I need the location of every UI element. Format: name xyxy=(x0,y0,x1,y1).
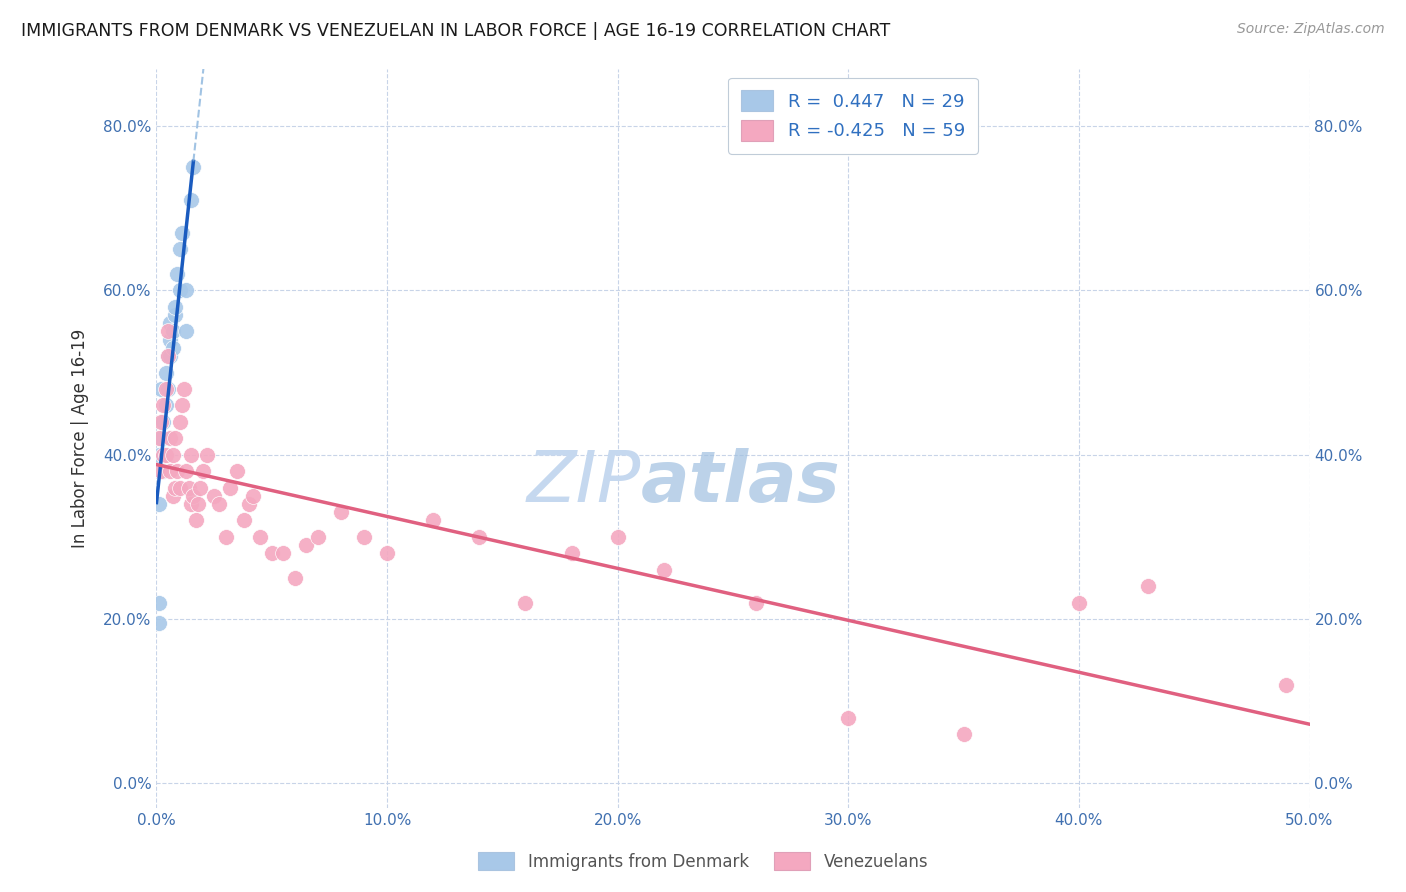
Point xyxy=(468,530,491,544)
Point xyxy=(191,464,214,478)
Point xyxy=(330,505,353,519)
Point xyxy=(1275,678,1298,692)
Point xyxy=(183,489,205,503)
Point xyxy=(515,596,537,610)
Text: Source: ZipAtlas.com: Source: ZipAtlas.com xyxy=(1237,22,1385,37)
Legend: R =  0.447   N = 29, R = -0.425   N = 59: R = 0.447 N = 29, R = -0.425 N = 59 xyxy=(728,78,977,153)
Point xyxy=(180,193,202,207)
Point xyxy=(159,349,181,363)
Point xyxy=(162,341,184,355)
Point xyxy=(169,284,191,298)
Point xyxy=(148,616,170,631)
Point xyxy=(157,349,180,363)
Point xyxy=(159,316,181,330)
Point xyxy=(180,448,202,462)
Point xyxy=(233,513,256,527)
Text: IMMIGRANTS FROM DENMARK VS VENEZUELAN IN LABOR FORCE | AGE 16-19 CORRELATION CHA: IMMIGRANTS FROM DENMARK VS VENEZUELAN IN… xyxy=(21,22,890,40)
Point xyxy=(159,333,181,347)
Point xyxy=(202,489,225,503)
Text: ZIP: ZIP xyxy=(526,448,641,517)
Point xyxy=(169,242,191,256)
Point xyxy=(150,382,173,396)
Point xyxy=(163,481,186,495)
Point xyxy=(148,431,170,445)
Point xyxy=(162,448,184,462)
Point xyxy=(195,448,218,462)
Point xyxy=(208,497,231,511)
Point xyxy=(166,464,188,478)
Point xyxy=(152,431,174,445)
Legend: Immigrants from Denmark, Venezuelans: Immigrants from Denmark, Venezuelans xyxy=(470,844,936,880)
Point xyxy=(159,431,181,445)
Point xyxy=(188,481,211,495)
Point xyxy=(561,546,583,560)
Point xyxy=(148,497,170,511)
Point xyxy=(652,563,675,577)
Point xyxy=(260,546,283,560)
Point xyxy=(159,464,181,478)
Point xyxy=(952,727,974,741)
Point xyxy=(150,431,173,445)
Point xyxy=(163,308,186,322)
Point xyxy=(353,530,375,544)
Text: atlas: atlas xyxy=(641,448,841,517)
Point xyxy=(150,415,173,429)
Point xyxy=(177,481,200,495)
Point xyxy=(170,226,193,240)
Point xyxy=(180,497,202,511)
Point xyxy=(163,300,186,314)
Point xyxy=(176,464,198,478)
Point xyxy=(155,399,177,413)
Point xyxy=(162,489,184,503)
Point xyxy=(152,464,174,478)
Point xyxy=(157,325,180,339)
Point xyxy=(187,497,209,511)
Point xyxy=(219,481,242,495)
Point xyxy=(170,399,193,413)
Point xyxy=(307,530,329,544)
Point xyxy=(215,530,238,544)
Point xyxy=(150,464,173,478)
Point xyxy=(242,489,264,503)
Point xyxy=(169,481,191,495)
Point xyxy=(155,448,177,462)
Y-axis label: In Labor Force | Age 16-19: In Labor Force | Age 16-19 xyxy=(72,328,89,548)
Point xyxy=(148,448,170,462)
Point xyxy=(173,382,195,396)
Point xyxy=(184,513,207,527)
Point xyxy=(183,160,205,174)
Point xyxy=(295,538,318,552)
Point xyxy=(157,382,180,396)
Point xyxy=(166,267,188,281)
Point xyxy=(422,513,444,527)
Point xyxy=(238,497,260,511)
Point xyxy=(1067,596,1090,610)
Point xyxy=(150,464,173,478)
Point xyxy=(162,325,184,339)
Point xyxy=(152,399,174,413)
Point xyxy=(284,571,307,585)
Point xyxy=(226,464,249,478)
Point xyxy=(155,366,177,380)
Point xyxy=(148,596,170,610)
Point xyxy=(606,530,628,544)
Point xyxy=(837,711,859,725)
Point xyxy=(157,349,180,363)
Point xyxy=(176,284,198,298)
Point xyxy=(152,415,174,429)
Point xyxy=(249,530,271,544)
Point xyxy=(155,382,177,396)
Point xyxy=(163,431,186,445)
Point xyxy=(273,546,295,560)
Point xyxy=(152,448,174,462)
Point xyxy=(176,325,198,339)
Point xyxy=(169,415,191,429)
Point xyxy=(1137,579,1160,593)
Point xyxy=(745,596,768,610)
Point xyxy=(375,546,398,560)
